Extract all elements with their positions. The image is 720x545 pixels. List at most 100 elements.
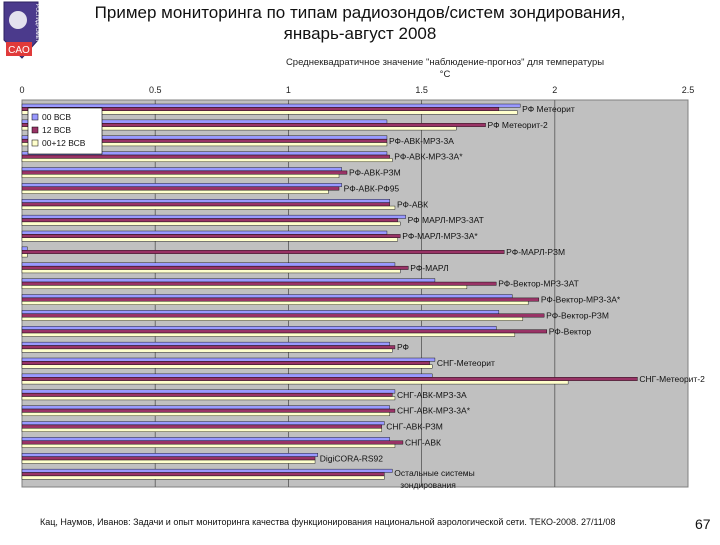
category-label: СНГ-АВК-РЗМ bbox=[386, 422, 443, 432]
bar-12 ВСВ bbox=[21, 218, 398, 223]
category-label: DigiCORA-RS92 bbox=[320, 453, 384, 463]
category-label: РФ-МАРЛ-РЗМ bbox=[506, 247, 565, 257]
bar-12 ВСВ bbox=[21, 408, 396, 413]
x-tick-label: 1 bbox=[286, 85, 291, 95]
x-tick-label: 0.5 bbox=[149, 85, 162, 95]
slide-title-line2: январь-август 2008 bbox=[283, 24, 437, 43]
bar-00+12 ВСВ bbox=[21, 237, 398, 242]
bar-00+12 ВСВ bbox=[21, 269, 401, 274]
bar-12 ВСВ bbox=[21, 313, 545, 318]
category-label: РФ-Вектор bbox=[549, 326, 592, 336]
bar-12 ВСВ bbox=[21, 377, 638, 381]
category-label: СНГ-АВК-МРЗ-3А bbox=[397, 390, 467, 400]
category-label: РФ-Вектор-МРЗ-3А* bbox=[541, 295, 621, 305]
x-tick-label: 1.5 bbox=[415, 85, 428, 95]
category-label: СНГ-Метеорит-2 bbox=[639, 374, 705, 384]
category-label: РФ bbox=[397, 342, 409, 352]
chart-title-line1: Среднеквадратичное значение "наблюдение-… bbox=[285, 57, 605, 68]
category-label: СНГ-Метеорит bbox=[437, 358, 495, 368]
category-label: РФ-Вектор-МРЗ-3АТ bbox=[498, 279, 579, 289]
category-label: РФ Метеорит-2 bbox=[488, 120, 548, 130]
bar-00+12 ВСВ bbox=[21, 459, 316, 464]
bar-12 ВСВ bbox=[21, 424, 382, 429]
category-label: Остальные системы bbox=[394, 468, 474, 478]
bar-00+12 ВСВ bbox=[21, 443, 396, 448]
legend-label: 12 ВСВ bbox=[42, 125, 71, 135]
bar-00 ВСВ bbox=[21, 326, 497, 330]
bar-12 ВСВ bbox=[21, 440, 404, 445]
bar-12 ВСВ bbox=[21, 250, 505, 254]
bar-00+12 ВСВ bbox=[21, 364, 433, 369]
bar-00 ВСВ bbox=[21, 310, 500, 314]
category-label: РФ-АВК-МРЗ-3А* bbox=[394, 152, 463, 162]
slide-title: Пример мониторинга по типам радиозондов/… bbox=[60, 2, 660, 44]
category-label: РФ-Вектор-РЗМ bbox=[546, 310, 609, 320]
slide-title-line1: Пример мониторинга по типам радиозондов/… bbox=[94, 3, 626, 22]
bar-00+12 ВСВ bbox=[21, 110, 518, 115]
category-label: РФ МАРЛ-МРЗ-3АТ bbox=[408, 215, 484, 225]
category-label: СНГ-АВК bbox=[405, 437, 441, 447]
bar-12 ВСВ bbox=[21, 234, 401, 238]
bar-00+12 ВСВ bbox=[21, 174, 340, 178]
legend-swatch bbox=[31, 139, 39, 147]
bar-12 ВСВ bbox=[21, 170, 348, 175]
bar-00+12 ВСВ bbox=[21, 158, 393, 163]
bar-00 ВСВ bbox=[21, 453, 318, 457]
bar-00 ВСВ bbox=[21, 421, 385, 426]
bar-00+12 ВСВ bbox=[21, 285, 468, 290]
bar-00 ВСВ bbox=[21, 468, 393, 473]
bar-00+12 ВСВ bbox=[21, 396, 396, 401]
logo-side-text: РОСГИДРОМЕТ bbox=[34, 4, 40, 42]
bar-12 ВСВ bbox=[21, 281, 497, 286]
bar-00+12 ВСВ bbox=[21, 475, 385, 480]
bar-00 ВСВ bbox=[21, 294, 513, 299]
bar-00 ВСВ bbox=[21, 246, 28, 251]
category-label: РФ-АВК-РЗМ bbox=[349, 168, 401, 178]
bar-12 ВСВ bbox=[21, 361, 430, 365]
bar-00 ВСВ bbox=[21, 230, 388, 235]
bar-00 ВСВ bbox=[21, 357, 436, 362]
chart-title-unit: °С bbox=[439, 69, 451, 80]
bar-00+12 ВСВ bbox=[21, 142, 388, 147]
bar-00 ВСВ bbox=[21, 373, 433, 378]
category-label: РФ-АВК bbox=[397, 199, 428, 209]
bar-00 ВСВ bbox=[21, 199, 390, 203]
x-tick-label: 2.5 bbox=[682, 85, 695, 95]
bar-12 ВСВ bbox=[21, 297, 540, 302]
legend bbox=[27, 107, 103, 155]
bar-00+12 ВСВ bbox=[21, 253, 28, 258]
bar-00+12 ВСВ bbox=[21, 428, 382, 432]
bar-00 ВСВ bbox=[21, 278, 436, 283]
bar-00+12 ВСВ bbox=[21, 205, 396, 210]
bar-12 ВСВ bbox=[21, 456, 316, 461]
chart-title: Среднеквадратичное значение "наблюдение-… bbox=[220, 57, 670, 81]
bar-12 ВСВ bbox=[21, 265, 409, 270]
bar-00 ВСВ bbox=[21, 167, 342, 172]
bar-00+12 ВСВ bbox=[21, 348, 393, 353]
bar-12 ВСВ bbox=[21, 329, 548, 334]
legend-swatch bbox=[31, 113, 39, 121]
bar-00 ВСВ bbox=[21, 405, 390, 410]
bar-12 ВСВ bbox=[21, 472, 385, 477]
bar-00 ВСВ bbox=[21, 262, 396, 267]
bar-00 ВСВ bbox=[21, 341, 390, 346]
legend-label: 00+12 ВСВ bbox=[42, 138, 86, 148]
bar-00+12 ВСВ bbox=[21, 189, 329, 194]
category-label: РФ-МАРЛ-МРЗ-3А* bbox=[402, 231, 478, 241]
bar-00+12 ВСВ bbox=[21, 412, 390, 417]
x-tick-label: 0 bbox=[19, 85, 24, 95]
x-tick-label: 2 bbox=[552, 85, 557, 95]
legend-label: 00 ВСВ bbox=[42, 112, 71, 122]
category-label: РФ-МАРЛ bbox=[410, 263, 448, 273]
category-label: РФ-АВК-МРЗ-3А bbox=[389, 136, 454, 146]
bar-00+12 ВСВ bbox=[21, 332, 516, 337]
category-label: РФ-АВК-РФ95 bbox=[344, 183, 400, 193]
bar-00 ВСВ bbox=[21, 437, 390, 441]
category-label: РФ Метеорит bbox=[522, 104, 575, 114]
bar-00 ВСВ bbox=[21, 183, 342, 187]
bar-00+12 ВСВ bbox=[21, 316, 524, 321]
bar-00 ВСВ bbox=[21, 389, 396, 394]
bar-00+12 ВСВ bbox=[21, 221, 401, 226]
